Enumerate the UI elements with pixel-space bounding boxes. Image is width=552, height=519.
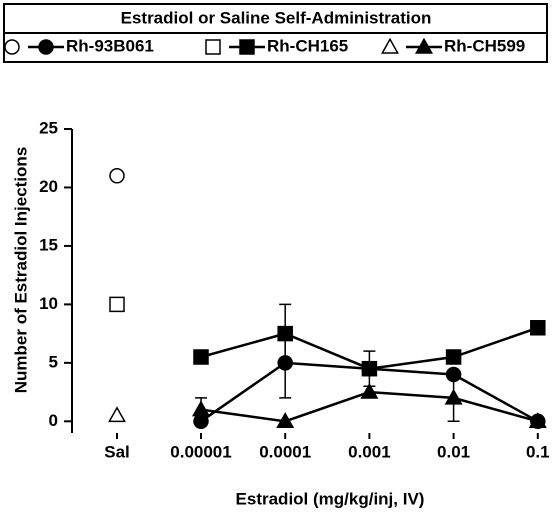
legend-filled-marker — [38, 39, 54, 55]
data-point — [444, 388, 463, 405]
x-tick-label: 0.0001 — [259, 442, 311, 461]
legend-label: Rh-93B061 — [66, 36, 154, 55]
y-tick-label: 10 — [39, 294, 58, 313]
legend-filled-marker — [415, 37, 433, 54]
y-axis-label: Number of Estradiol Injections — [11, 147, 30, 394]
y-tick-label: 5 — [49, 352, 58, 371]
legend-label: Rh-CH599 — [444, 36, 525, 55]
data-point — [360, 382, 379, 399]
saline-point — [109, 296, 125, 313]
data-point — [193, 349, 209, 365]
legend-open-marker — [381, 37, 399, 54]
x-tick-label: 0.1 — [526, 442, 550, 461]
x-tick-label: 0.00001 — [170, 442, 231, 461]
data-point — [528, 412, 547, 429]
y-tick-label: 20 — [39, 177, 58, 196]
legend-open-marker — [4, 39, 20, 55]
y-tick-label: 25 — [39, 118, 58, 137]
x-tick-label: 0.001 — [348, 442, 391, 461]
legend-open-marker — [205, 39, 221, 55]
data-point — [276, 412, 295, 429]
data-point — [445, 349, 462, 365]
x-tick-label: 0.01 — [437, 442, 470, 461]
saline-point — [109, 168, 125, 184]
data-point — [530, 320, 546, 336]
legend-label: Rh-CH165 — [267, 36, 348, 55]
data-point — [361, 360, 378, 377]
y-tick-label: 15 — [39, 235, 58, 254]
data-point — [192, 400, 210, 417]
legend-filled-marker — [239, 39, 255, 55]
y-tick-label: 0 — [49, 411, 58, 430]
legend-title: Estradiol or Saline Self-Administration — [121, 8, 432, 27]
data-point — [277, 325, 293, 342]
x-axis-label: Estradiol (mg/kg/inj, IV) — [236, 489, 425, 508]
saline-point — [108, 406, 126, 423]
x-tick-label: Sal — [104, 442, 130, 461]
